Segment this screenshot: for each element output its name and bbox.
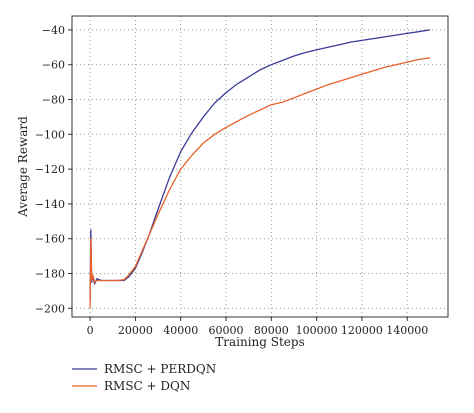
x-tick-label: 60000 [209,324,244,337]
x-axis-title: Training Steps [215,335,305,349]
y-tick-label: −160 [35,233,65,246]
x-tick-label: 140000 [386,324,428,337]
y-tick-label: −140 [35,198,65,211]
y-axis-title: Average Reward [16,116,30,218]
y-tick-label: −100 [35,128,65,141]
x-tick-label: 120000 [341,324,383,337]
legend: RMSC + PERDQN RMSC + DQN [72,362,216,393]
y-tick-label: −180 [35,268,65,281]
series-line-rmsc-dqn [89,57,430,309]
x-tick-label: 20000 [118,324,153,337]
grid-lines [72,16,448,317]
legend-label-perdqn: RMSC + PERDQN [104,362,216,376]
y-tick-label: −200 [35,302,65,315]
x-axis-ticks: 0 20000 40000 60000 80000 100000 120000 140000 [87,317,428,337]
y-tick-label: −80 [42,94,65,107]
series-line-rmsc-perdqn [89,29,431,300]
x-tick-label: 40000 [163,324,198,337]
y-tick-label: −60 [42,59,65,72]
y-axis-ticks: −200 −180 −160 −140 −120 −100 −80 −60 −40 [35,24,72,315]
series-group [89,29,431,309]
y-tick-label: −120 [35,163,65,176]
plot-area-frame [71,15,449,318]
x-tick-label: 80000 [254,324,289,337]
legend-label-dqn: RMSC + DQN [104,379,190,393]
x-tick-label: 100000 [296,324,338,337]
x-tick-label: 0 [87,324,94,337]
y-tick-label: −40 [42,24,65,37]
